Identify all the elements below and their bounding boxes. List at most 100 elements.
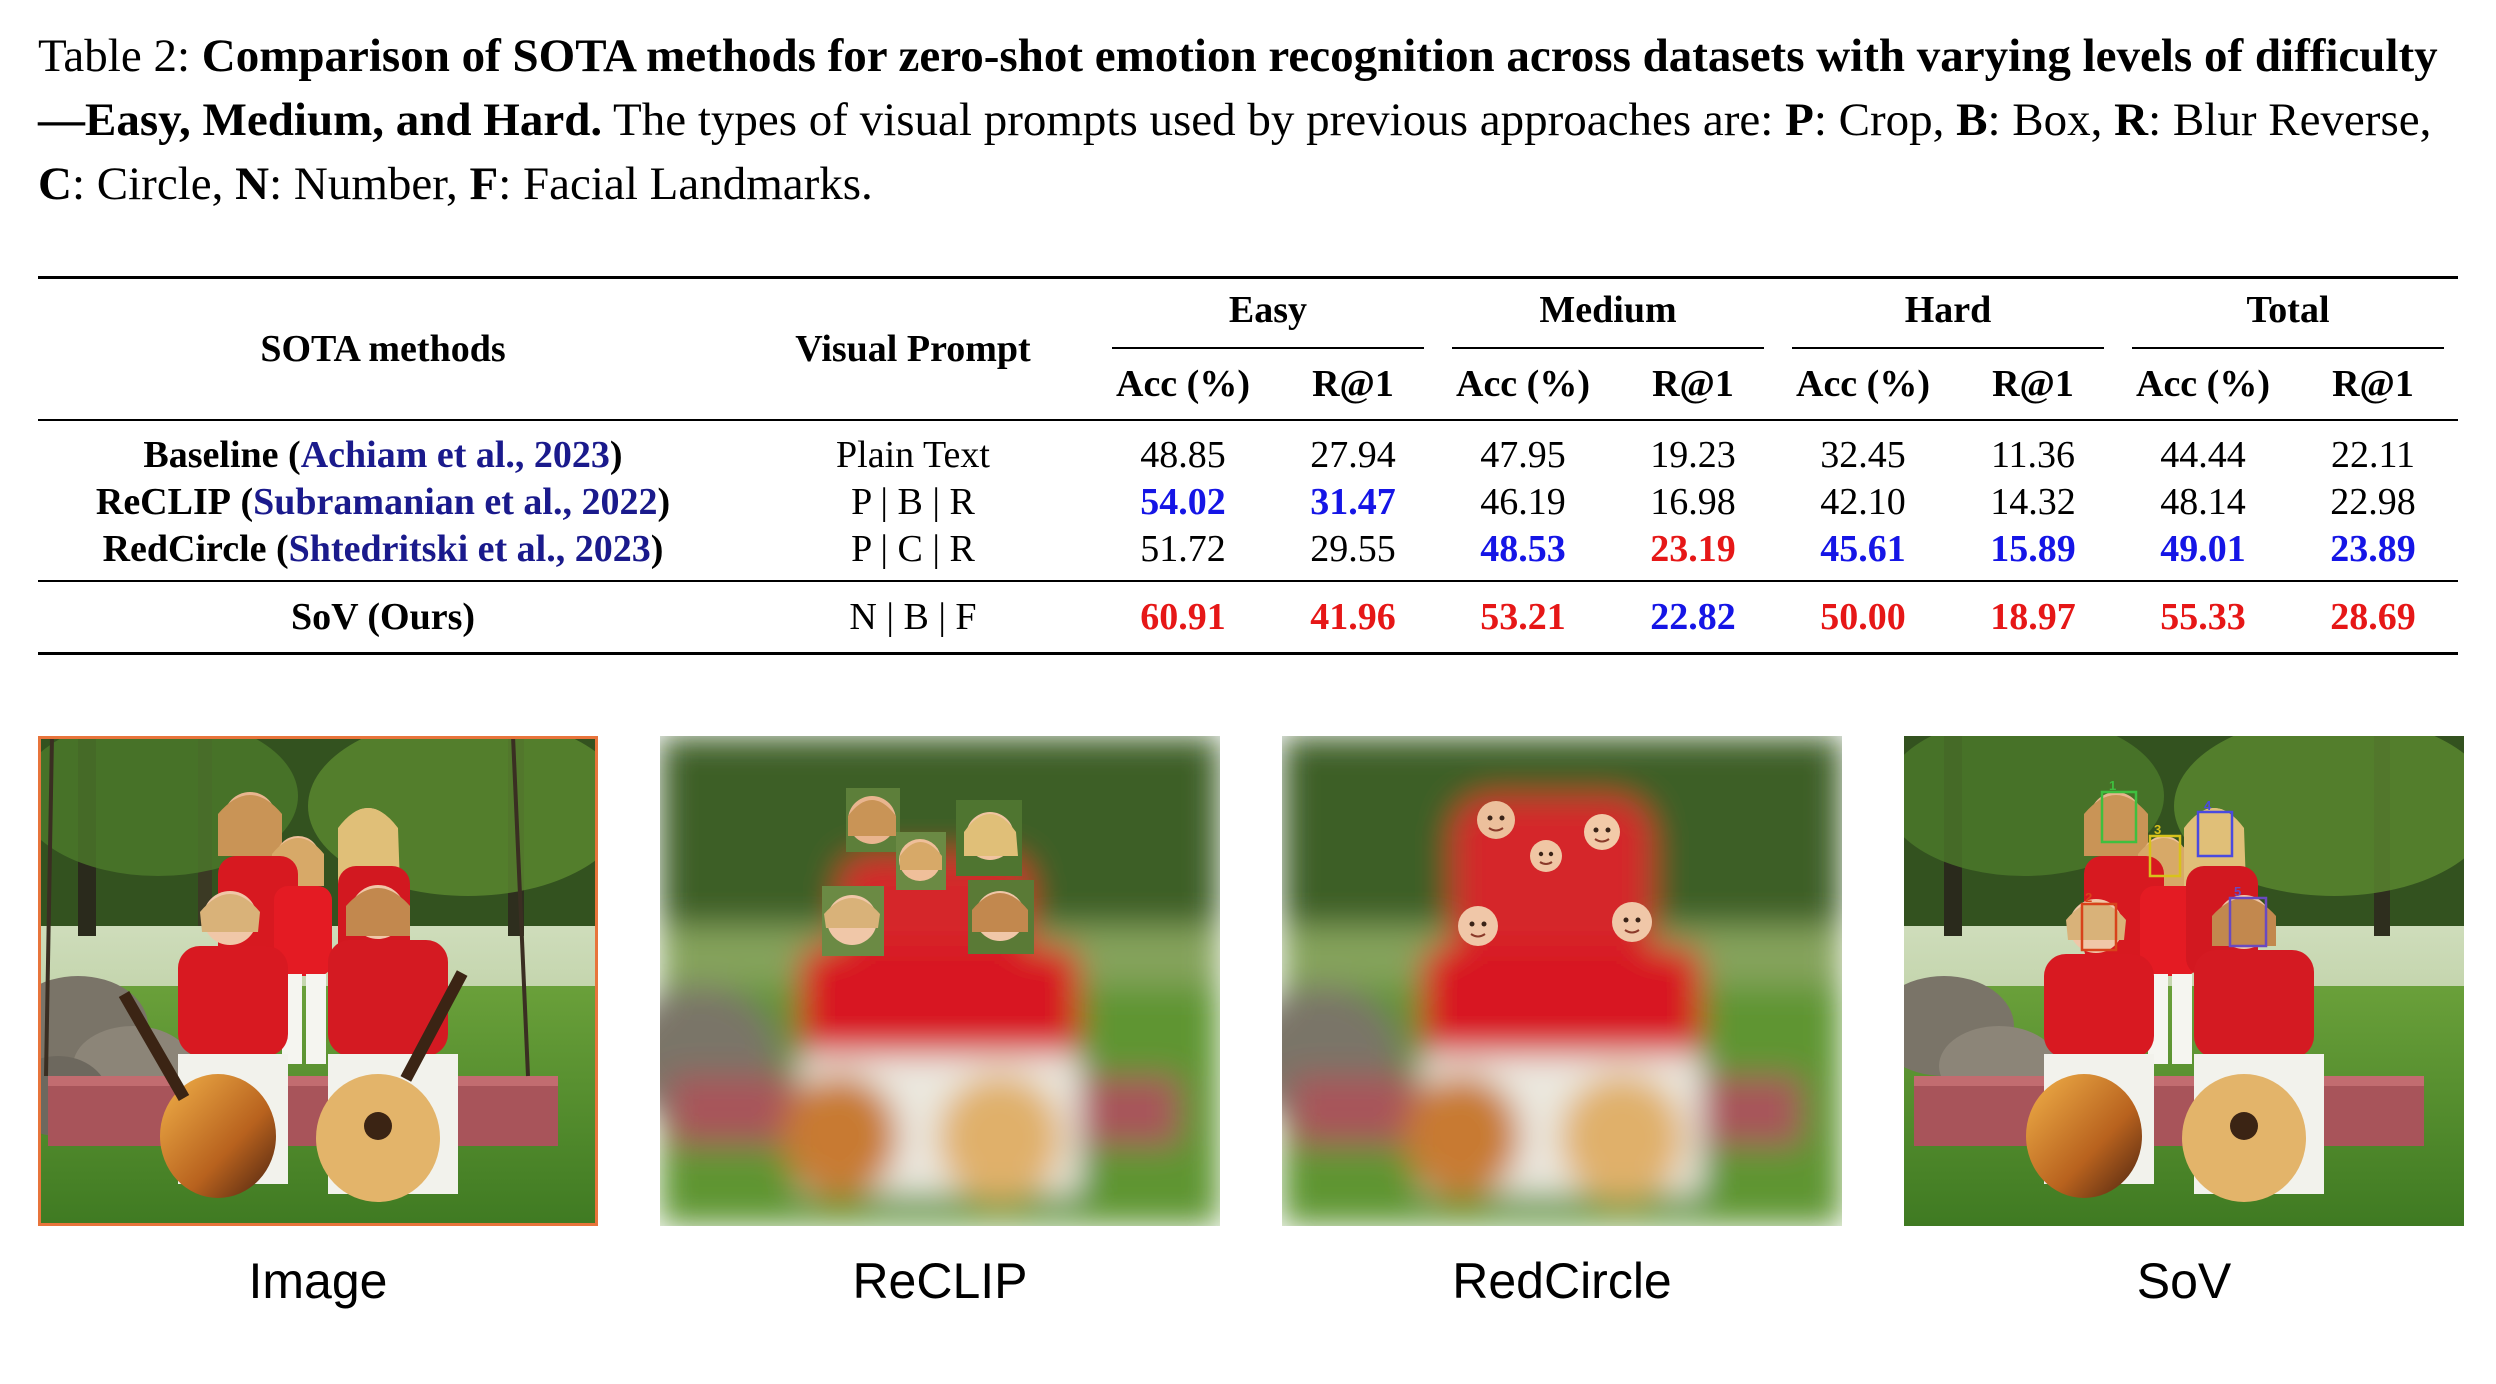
citation-link[interactable]: Shtedritski et al., 2023: [288, 527, 651, 570]
prompt-key-f: F: [469, 158, 499, 210]
value-cell: 22.98: [2330, 480, 2416, 523]
panel-sov: 1 2 3 4 5: [1904, 736, 2464, 1226]
subheader-cell: Acc (%): [1098, 349, 1268, 421]
value-cell: 48.14: [2160, 480, 2246, 523]
cite-close: ): [650, 527, 664, 570]
prompt-desc-n: : Number,: [269, 158, 458, 210]
photo-sov: 1 2 3 4 5: [1904, 736, 2464, 1226]
subheader-cell: R@1: [1268, 349, 1438, 421]
face-box-number: 1: [2109, 778, 2116, 793]
prompt-key-b: B: [1956, 94, 1988, 146]
panel-label-reclip: ReCLIP: [852, 1253, 1028, 1309]
cite-open: (: [288, 433, 301, 476]
table-row-redcircle: RedCircle (Shtedritski et al., 2023) P |…: [38, 525, 2458, 581]
method-name: ReCLIP: [95, 480, 231, 523]
header-group-total: Total: [2118, 276, 2458, 349]
prompt-key-p: P: [1785, 94, 1814, 146]
prompt-cell: P | C | R: [851, 527, 975, 570]
subheader-cell: Acc (%): [1778, 349, 1948, 421]
value-cell: 54.02: [1140, 480, 1226, 523]
subheader-cell: R@1: [1608, 349, 1778, 421]
citation-link[interactable]: Subramanian et al., 2022: [253, 480, 658, 523]
value-cell: 55.33: [2118, 580, 2288, 655]
photo-reclip: [660, 736, 1220, 1226]
method-cell: RedCircle (Shtedritski et al., 2023): [38, 525, 728, 581]
value-cell: 50.00: [1778, 580, 1948, 655]
panel-reclip: [660, 736, 1220, 1226]
caption-label: Table 2:: [38, 30, 191, 82]
value-cell: 28.69: [2288, 580, 2458, 655]
table-row-baseline: Baseline (Achiam et al., 2023) Plain Tex…: [38, 420, 2458, 478]
table-row-ours: SoV (Ours) N | B | F 60.91 41.96 53.21 2…: [38, 580, 2458, 655]
value-cell: 47.95: [1480, 433, 1566, 476]
value-cell: 60.91: [1098, 580, 1268, 655]
value-cell: 22.11: [2330, 433, 2416, 476]
table-caption: Table 2: Comparison of SOTA methods for …: [38, 24, 2478, 216]
face-box-3: [2148, 834, 2182, 878]
value-cell: 51.72: [1140, 527, 1226, 570]
method-name: SoV (Ours): [38, 580, 728, 655]
header-group-hard: Hard: [1778, 276, 2118, 349]
group-label: Medium: [1452, 279, 1764, 349]
value-cell: 18.97: [1948, 580, 2118, 655]
subheader-cell: Acc (%): [1438, 349, 1608, 421]
prompt-desc-p: : Crop,: [1813, 94, 1945, 146]
cite-open: (: [276, 527, 289, 570]
value-cell: 41.96: [1268, 580, 1438, 655]
caption-intro-text: The types of visual prompts used by prev…: [613, 94, 1774, 146]
method-name: Baseline: [143, 433, 279, 476]
face-circles: [1458, 801, 1652, 946]
header-methods: SOTA methods: [38, 276, 728, 421]
value-cell: 22.82: [1608, 580, 1778, 655]
panel-label-redcircle: RedCircle: [1452, 1253, 1672, 1309]
citation-link[interactable]: Achiam et al., 2023: [300, 433, 610, 476]
face-box-number: 4: [2204, 798, 2212, 813]
cite-close: ): [609, 433, 623, 476]
header-row: SOTA methods Visual Prompt Easy Medium H…: [38, 276, 2458, 421]
panel-label-sov: SoV: [2136, 1253, 2232, 1309]
value-cell: 31.47: [1310, 480, 1396, 523]
value-cell: 27.94: [1310, 433, 1396, 476]
face-crops: [822, 788, 1034, 956]
panel-label-image: Image: [248, 1253, 388, 1309]
blurred-background: [660, 736, 1220, 1226]
value-cell: 19.23: [1650, 433, 1736, 476]
value-cell: 32.45: [1820, 433, 1906, 476]
value-cell: 16.98: [1650, 480, 1736, 523]
group-label: Hard: [1792, 279, 2104, 349]
method-name: RedCircle: [102, 527, 267, 570]
photo-original: [38, 736, 598, 1226]
value-cell: 48.53: [1480, 527, 1566, 570]
face-box-number: 2: [2085, 890, 2092, 905]
caption-bold-text: Comparison of SOTA methods for zero-shot…: [38, 30, 2438, 146]
value-cell: 15.89: [1990, 527, 2076, 570]
prompt-desc-c: : Circle,: [71, 158, 224, 210]
value-cell: 45.61: [1820, 527, 1906, 570]
value-cell: 23.89: [2330, 527, 2416, 570]
prompt-desc-r: : Blur Reverse,: [2148, 94, 2432, 146]
subheader-cell: R@1: [2288, 349, 2458, 421]
prompt-key-c: C: [38, 158, 72, 210]
value-cell: 49.01: [2160, 527, 2246, 570]
cite-close: ): [657, 480, 671, 523]
value-cell: 42.10: [1820, 480, 1906, 523]
face-box-1: [2100, 790, 2138, 844]
group-label: Easy: [1112, 279, 1424, 349]
table-row-reclip: ReCLIP (Subramanian et al., 2022) P | B …: [38, 478, 2458, 525]
header-visual-prompt: Visual Prompt: [728, 276, 1098, 421]
prompt-key-n: N: [235, 158, 270, 210]
value-cell: 53.21: [1438, 580, 1608, 655]
value-cell: 14.32: [1990, 480, 2076, 523]
face-boxes: 1 2 3 4 5: [2080, 778, 2268, 952]
panel-image: [38, 736, 598, 1226]
subheader-cell: R@1: [1948, 349, 2118, 421]
blurred-background: [1282, 736, 1842, 1226]
prompt-desc-f: : Facial Landmarks.: [498, 158, 873, 210]
value-cell: 46.19: [1480, 480, 1566, 523]
subheader-cell: Acc (%): [2118, 349, 2288, 421]
prompt-cell: Plain Text: [836, 433, 990, 476]
value-cell: 11.36: [1990, 433, 2076, 476]
prompt-cell: P | B | R: [851, 480, 975, 523]
group-label: Total: [2132, 279, 2444, 349]
